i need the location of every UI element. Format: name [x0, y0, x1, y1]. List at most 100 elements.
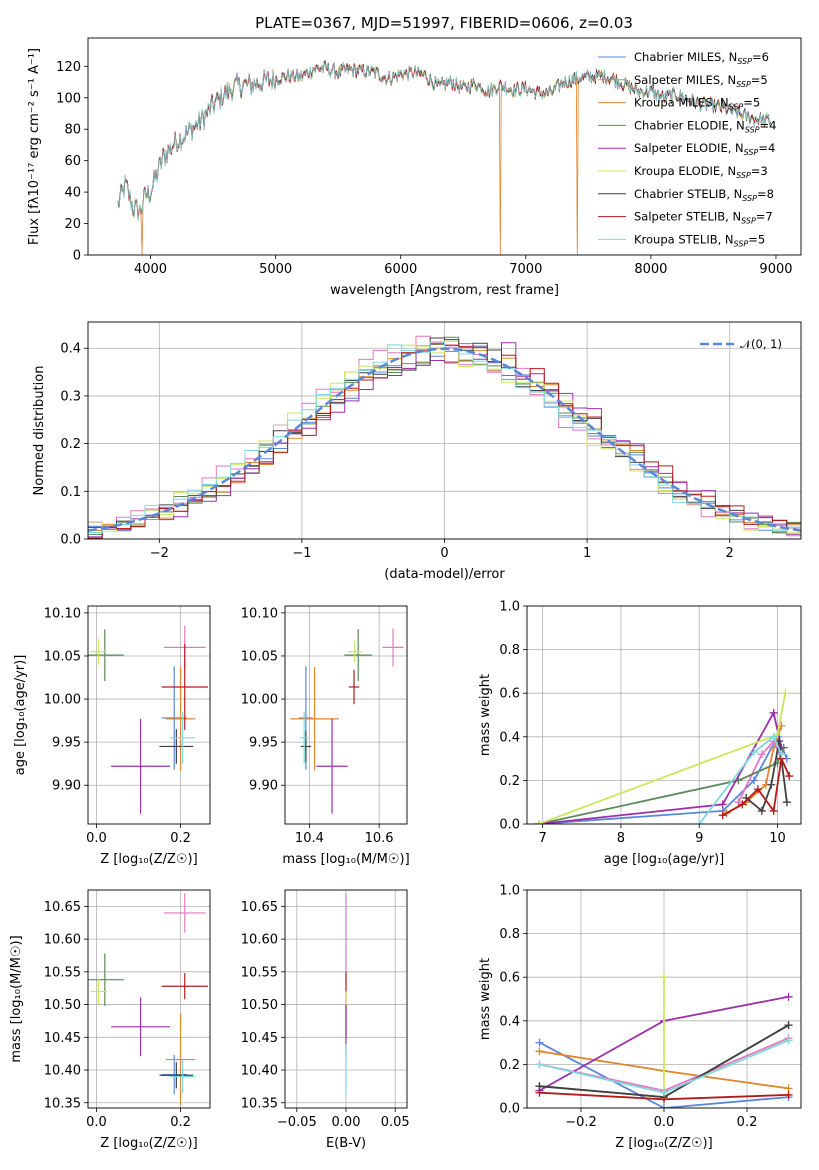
mass_weight_vs_age-marker — [769, 806, 778, 815]
spectrum-ytick-label: 0 — [73, 249, 81, 264]
mass_weight_vs_Z-ytick-label: 1.0 — [499, 884, 520, 899]
mass_weight_vs_Z-marker — [660, 1088, 668, 1097]
mass_weight_vs_Z-ytick-label: 0.8 — [499, 927, 520, 942]
mass_weight_vs_Z-marker — [784, 992, 793, 1001]
mass_vs_Z-xlabel: Z [log₁₀(Z/Z☉)] — [100, 1136, 197, 1151]
legend-label-2: Kroupa MILES, NSSP=5 — [634, 96, 760, 112]
mass_weight_vs_age-ytick-label: 0.8 — [499, 643, 520, 658]
legend-label-main: Chabrier STELIB, N — [634, 187, 742, 201]
residuals-frame — [87, 321, 802, 540]
mass_vs_Z-ytick-label: 10.35 — [44, 1096, 81, 1111]
figure-title: PLATE=0367, MJD=51997, FIBERID=0606, z=0… — [255, 14, 633, 32]
legend-label-tail: =5 — [743, 96, 760, 110]
residuals-ylabel: Normed distribution — [32, 366, 47, 496]
mass_vs_Z-ylabel: mass [log₁₀(M/M☉)] — [9, 935, 24, 1062]
legend-label-tail: =4 — [758, 141, 775, 155]
mass_weight_vs_age-marker — [777, 750, 786, 759]
legend-label-tail: =6 — [752, 50, 769, 64]
spectrum-xtick-label: 8000 — [634, 262, 667, 277]
legend-label-subscript: SSP — [744, 148, 759, 157]
mass_weight_vs_age-axes: 7 8 9 10 0.0 0.2 0.4 0.6 0.8 1.0 — [499, 600, 801, 846]
legend-label-main: Salpeter STELIB, N — [634, 210, 741, 224]
mass_weight_vs_age-ylabel: mass weight — [478, 674, 493, 756]
legend-label-subscript: SSP — [734, 239, 749, 248]
mass_weight_vs_age-ytick-label: 0.4 — [499, 730, 520, 745]
residuals-lines — [88, 335, 801, 539]
mass_weight_vs_age-xlabel: age [log₁₀(age/yr)] — [604, 852, 725, 867]
age_vs_mass-xtick-label: 10.4 — [295, 831, 324, 846]
legend-label-main: Salpeter MILES, N — [634, 73, 736, 87]
reference-normal-curve — [88, 347, 801, 532]
mass_weight_vs_age-series-4 — [538, 710, 783, 824]
mass_weight_vs_age-marker — [769, 708, 778, 717]
mass_weight_vs_Z-xtick-label: 0.0 — [654, 1115, 675, 1130]
mass_vs_Z-errorbar-point-6 — [159, 1062, 194, 1089]
spectrum-ytick-label: 80 — [64, 123, 81, 138]
age_vs_mass-ytick-label: 10.05 — [241, 649, 278, 664]
age_vs_mass-errorbar-point-8 — [299, 711, 309, 764]
mass_weight_vs_age-marker — [534, 820, 543, 824]
legend-label-1: Salpeter MILES, NSSP=5 — [634, 73, 768, 89]
age_vs_Z-ylabel: age [log₁₀(age/yr)] — [13, 655, 28, 776]
legend-label-main: Chabrier ELODIE, N — [634, 118, 745, 132]
mass_weight_vs_age-ytick-label: 1.0 — [499, 600, 520, 615]
mass_vs_Z-ytick-label: 10.65 — [44, 900, 81, 915]
mass_weight_vs_Z-ytick-label: 0.6 — [499, 971, 520, 986]
mass_vs_Z-axes: 0.0 0.2 10.35 10.40 10.45 10.50 10.55 10.60 10.6… — [44, 890, 210, 1130]
legend-label-8: Kroupa STELIB, NSSP=5 — [634, 232, 765, 248]
mass_weight_vs_age-ytick-label: 0.0 — [499, 818, 520, 833]
mass_vs_ebv-ytick-label: 10.45 — [241, 1031, 278, 1046]
age_vs_mass-xtick-label: 10.6 — [365, 831, 394, 846]
mass_weight_vs_Z-marker — [784, 1090, 793, 1099]
spectrum-lines — [117, 59, 771, 255]
age_vs_mass-xlabel: mass [log₁₀(M/M☉)] — [282, 852, 409, 867]
age_vs_mass-ytick-label: 10.10 — [241, 606, 278, 621]
age_vs_Z-errorbar-point-6 — [159, 729, 194, 764]
mass_weight_vs_Z-ytick-label: 0.2 — [499, 1058, 520, 1073]
legend-label-main: Chabrier MILES, N — [634, 50, 737, 64]
legend-label-reference: 𝒩(0, 1) — [740, 337, 782, 351]
legend-label-subscript: SSP — [742, 194, 757, 203]
spectrum-series-8 — [117, 62, 771, 221]
residuals-xlabel: (data-model)/error — [384, 567, 505, 582]
mass_vs_Z-frame — [87, 889, 211, 1109]
mass_weight_vs_age-xtick-label: 10 — [769, 831, 786, 846]
mass_weight_vs_age-ytick-label: 0.2 — [499, 774, 520, 789]
age_vs_Z-xlabel: Z [log₁₀(Z/Z☉)] — [100, 852, 197, 867]
legend-label-3: Chabrier ELODIE, NSSP=4 — [634, 118, 776, 134]
legend-label-subscript: SSP — [736, 171, 751, 180]
legend-label-6: Chabrier STELIB, NSSP=8 — [634, 187, 774, 203]
mass_weight_vs_age-xtick-label: 9 — [695, 831, 703, 846]
age_vs_mass-errorbar-point-6 — [300, 730, 312, 762]
mass_vs_ebv-ytick-label: 10.40 — [241, 1064, 278, 1079]
mass_weight_vs_age-marker — [718, 811, 727, 820]
mass_weight_vs_Z-marker — [660, 1104, 668, 1108]
legend-label-main: Kroupa ELODIE, N — [634, 164, 736, 178]
legend-label-tail: =5 — [751, 73, 768, 87]
mass_vs_Z-points — [88, 893, 208, 1106]
mass_weight_vs_age-marker — [785, 772, 794, 781]
mass_weight_vs_age-marker — [781, 689, 790, 698]
legend-label-7: Salpeter STELIB, NSSP=7 — [634, 210, 773, 226]
residuals-xtick-label: 2 — [726, 546, 734, 561]
mass_vs_Z-ytick-label: 10.55 — [44, 965, 81, 980]
age_vs_Z-errorbar-point-3 — [88, 629, 124, 681]
mass_weight_vs_age-ytick-label: 0.6 — [499, 687, 520, 702]
age_vs_mass-errorbar-point-7 — [348, 669, 360, 705]
residuals-xtick-label: −1 — [292, 546, 311, 561]
age_vs_Z-errorbar-point-7 — [161, 643, 208, 731]
age_vs_mass-errorbar-point-4 — [316, 718, 348, 814]
legend-label-tail: =7 — [756, 210, 773, 224]
mass_weight_vs_Z-xlabel: Z [log₁₀(Z/Z☉)] — [615, 1136, 712, 1151]
age_vs_mass-frame — [284, 605, 408, 825]
mass_weight_vs_age-marker — [750, 748, 759, 757]
mass_weight_vs_age-marker — [718, 800, 727, 809]
mass_vs_Z-ytick-label: 10.45 — [44, 1031, 81, 1046]
mass_vs_ebv-ytick-label: 10.50 — [241, 998, 278, 1013]
mass_weight_vs_age-lines — [534, 689, 794, 824]
mass_weight_vs_Z-marker — [660, 973, 668, 982]
age_vs_Z-xtick-label: 0.0 — [86, 831, 107, 846]
mass_weight_vs_age-series-7 — [722, 755, 791, 817]
